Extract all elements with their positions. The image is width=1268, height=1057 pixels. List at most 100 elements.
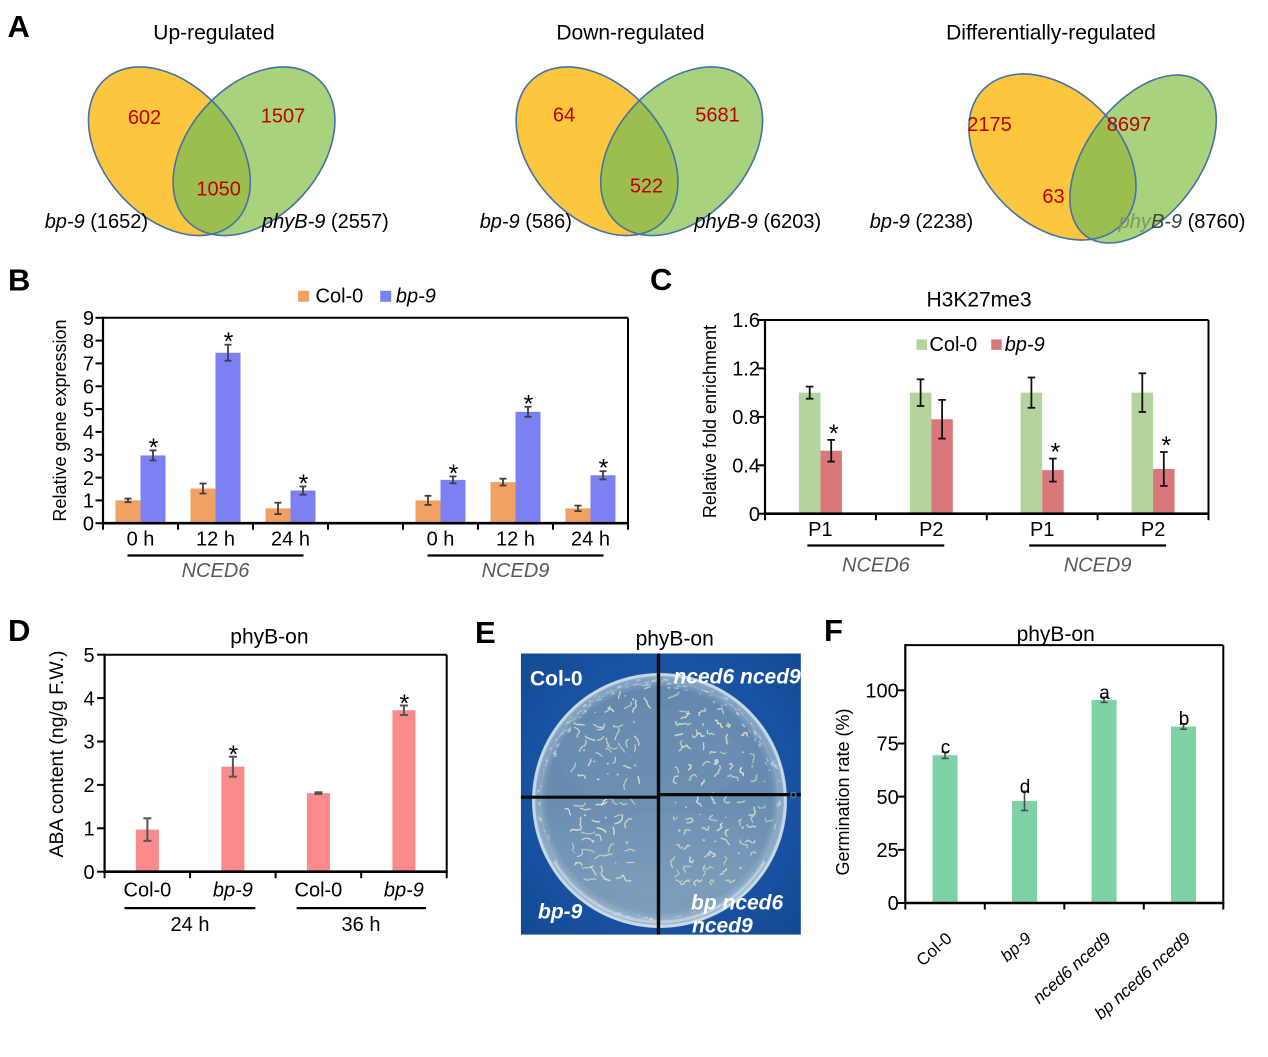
svg-text:*: * xyxy=(400,690,410,718)
svg-text:nced6 nced9: nced6 nced9 xyxy=(1029,928,1115,1007)
svg-text:C: C xyxy=(650,262,672,297)
svg-text:ABA content (ng/g F.W.): ABA content (ng/g F.W.) xyxy=(46,650,68,857)
svg-text:100: 100 xyxy=(865,681,898,703)
svg-text:*: * xyxy=(1051,439,1061,467)
svg-text:Col-0: Col-0 xyxy=(929,334,977,356)
svg-text:1: 1 xyxy=(83,819,94,841)
svg-text:phyB-on: phyB-on xyxy=(230,626,308,649)
svg-text:Differentially-regulated: Differentially-regulated xyxy=(946,22,1156,45)
svg-text:1507: 1507 xyxy=(261,106,306,128)
svg-text:Down-regulated: Down-regulated xyxy=(556,22,704,45)
svg-text:*: * xyxy=(149,434,159,462)
svg-text:Relative gene expression: Relative gene expression xyxy=(50,319,70,521)
svg-text:A: A xyxy=(8,9,30,44)
svg-text:64: 64 xyxy=(553,105,575,127)
svg-text:*: * xyxy=(224,328,234,356)
svg-text:nced9: nced9 xyxy=(692,915,753,938)
svg-text:bp-9: bp-9 xyxy=(213,880,253,902)
svg-text:1.2: 1.2 xyxy=(732,359,760,381)
svg-text:P1: P1 xyxy=(808,519,832,541)
svg-text:E: E xyxy=(475,615,496,650)
svg-text:25: 25 xyxy=(877,840,899,862)
svg-text:6: 6 xyxy=(83,377,94,399)
svg-text:P1: P1 xyxy=(1030,519,1054,541)
svg-text:phyB-9 (2557): phyB-9 (2557) xyxy=(261,211,389,233)
svg-text:NCED9: NCED9 xyxy=(482,560,550,582)
svg-text:NCED6: NCED6 xyxy=(842,555,911,577)
svg-text:Relative fold enrichment: Relative fold enrichment xyxy=(700,325,720,518)
svg-text:12 h: 12 h xyxy=(496,529,535,551)
svg-text:bp-9: bp-9 xyxy=(384,880,424,902)
svg-text:NCED6: NCED6 xyxy=(182,560,251,582)
svg-text:P2: P2 xyxy=(919,519,943,541)
svg-text:bp-9: bp-9 xyxy=(997,928,1035,965)
svg-text:1: 1 xyxy=(83,491,94,513)
svg-text:bp-9 (1652): bp-9 (1652) xyxy=(45,211,148,233)
svg-text:F: F xyxy=(824,613,843,648)
svg-text:7: 7 xyxy=(83,354,94,376)
svg-text:P2: P2 xyxy=(1141,519,1165,541)
svg-text:*: * xyxy=(449,460,459,488)
svg-text:Col-0: Col-0 xyxy=(913,929,956,970)
svg-text:8697: 8697 xyxy=(1107,114,1152,136)
svg-text:0.4: 0.4 xyxy=(732,456,760,478)
svg-text:*: * xyxy=(299,470,309,498)
svg-text:*: * xyxy=(829,420,839,448)
svg-text:c: c xyxy=(941,738,951,759)
svg-text:Up-regulated: Up-regulated xyxy=(153,22,274,45)
svg-text:75: 75 xyxy=(877,734,899,756)
svg-text:0: 0 xyxy=(888,893,899,915)
svg-text:bp-9: bp-9 xyxy=(396,285,436,307)
svg-text:3: 3 xyxy=(83,732,94,754)
svg-text:0.8: 0.8 xyxy=(732,407,760,429)
svg-text:a: a xyxy=(1099,683,1110,704)
svg-text:bp-9: bp-9 xyxy=(538,901,583,924)
svg-text:bp-9: bp-9 xyxy=(1005,334,1045,356)
svg-text:*: * xyxy=(599,455,609,483)
svg-text:b: b xyxy=(1179,709,1190,730)
svg-text:50: 50 xyxy=(877,787,899,809)
svg-text:0: 0 xyxy=(83,513,94,535)
svg-text:Col-0: Col-0 xyxy=(316,285,364,307)
svg-text:0: 0 xyxy=(83,862,94,884)
svg-text:NCED9: NCED9 xyxy=(1064,555,1132,577)
svg-text:bp nced6: bp nced6 xyxy=(691,892,784,915)
svg-text:8: 8 xyxy=(83,331,94,353)
svg-text:phyB-9 (8760): phyB-9 (8760) xyxy=(1118,211,1246,233)
svg-text:H3K27me3: H3K27me3 xyxy=(926,289,1031,312)
svg-text:5: 5 xyxy=(83,645,94,667)
svg-text:63: 63 xyxy=(1042,186,1064,208)
svg-text:2: 2 xyxy=(83,468,94,490)
svg-text:5681: 5681 xyxy=(695,105,740,127)
svg-text:phyB-9 (6203): phyB-9 (6203) xyxy=(693,211,821,233)
svg-text:24 h: 24 h xyxy=(571,529,610,551)
svg-text:1050: 1050 xyxy=(196,178,241,200)
svg-text:9: 9 xyxy=(83,308,94,330)
svg-text:Col-0: Col-0 xyxy=(530,668,583,691)
svg-text:24 h: 24 h xyxy=(271,529,310,551)
svg-text:24 h: 24 h xyxy=(171,914,210,936)
svg-text:B: B xyxy=(8,262,30,297)
svg-text:phyB-on: phyB-on xyxy=(636,628,714,651)
svg-text:bp-9 (586): bp-9 (586) xyxy=(480,211,572,233)
svg-text:bp-9 (2238): bp-9 (2238) xyxy=(870,211,973,233)
svg-text:4: 4 xyxy=(83,688,94,710)
svg-text:*: * xyxy=(1161,432,1171,460)
svg-text:phyB-on: phyB-on xyxy=(1017,623,1095,646)
svg-text:D: D xyxy=(8,613,30,648)
svg-text:2175: 2175 xyxy=(967,114,1012,136)
svg-text:602: 602 xyxy=(128,107,161,129)
svg-text:12 h: 12 h xyxy=(196,529,235,551)
svg-text:0 h: 0 h xyxy=(127,529,155,551)
svg-text:36 h: 36 h xyxy=(342,914,381,936)
svg-text:nced6 nced9: nced6 nced9 xyxy=(674,666,802,689)
svg-text:d: d xyxy=(1020,777,1031,798)
svg-text:522: 522 xyxy=(630,175,663,197)
svg-text:3: 3 xyxy=(83,445,94,467)
svg-text:5: 5 xyxy=(83,399,94,421)
svg-text:Col-0: Col-0 xyxy=(295,880,343,902)
svg-text:2: 2 xyxy=(83,775,94,797)
svg-text:Col-0: Col-0 xyxy=(124,880,172,902)
svg-text:4: 4 xyxy=(83,422,94,444)
svg-text:Germination rate (%): Germination rate (%) xyxy=(833,708,853,875)
